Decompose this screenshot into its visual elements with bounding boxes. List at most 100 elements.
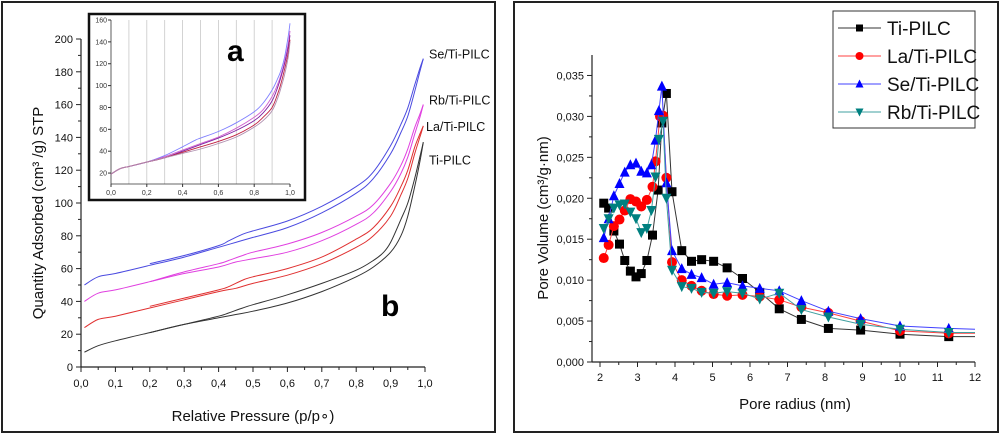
psd-point-ti-pilc: [823, 323, 833, 333]
psd-point-rb-ti-pilc: [943, 328, 954, 339]
x-axis-title: Pore radius (nm): [739, 396, 851, 413]
y-tick-label: 0,025: [556, 152, 584, 164]
legend-marker: [855, 52, 864, 60]
psd-point-se-ti-pilc: [796, 295, 807, 306]
inset-y-tick-label: 140: [95, 39, 107, 46]
y-tick-label: 0: [67, 362, 73, 374]
isotherm-adsorption-se-ti-pilc: [84, 58, 424, 286]
isotherm-desorption-rb-ti-pilc: [149, 104, 424, 283]
x-tick-label: 0,9: [383, 378, 398, 390]
y-tick-label: 0,000: [556, 357, 584, 369]
isotherm-desorption-la-ti-pilc: [149, 125, 424, 307]
legend: Ti-PILC La/Ti-PILC Se/Ti-PILC Rb/Ti-PILC: [832, 10, 980, 129]
psd-point-la-ti-pilc: [614, 214, 625, 225]
psd-point-ti-pilc: [620, 255, 630, 265]
pore-size-chart-panel: 2 3 4 5 6 7 8 9 10 11 12 0,000 0,005 0,010 0,015 0,020 0…: [513, 1, 999, 433]
psd-point-se-ti-pilc: [686, 268, 697, 279]
y-axis-title: Pore Volume (cm³/g·nm): [535, 136, 552, 299]
psd-point-se-ti-pilc: [598, 232, 609, 243]
x-tick-label: 9: [859, 372, 865, 384]
psd-point-se-ti-pilc: [737, 280, 748, 291]
panel-label-a: a: [227, 35, 244, 68]
psd-point-ti-pilc: [631, 272, 641, 282]
psd-point-se-ti-pilc: [722, 277, 733, 288]
y-tick-label: 0,010: [556, 275, 584, 287]
x-tick-label: 6: [747, 372, 753, 384]
psd-point-se-ti-pilc: [676, 263, 687, 274]
y-tick-label: 40: [61, 296, 73, 308]
psd-point-rb-ti-pilc: [603, 214, 614, 225]
isotherm-axes: 0,0 0,1 0,2 0,3 0,4 0,5 0,6 0,7 0,8 0,9 1,0 0 20 40 60…: [55, 34, 433, 390]
legend-marker: [855, 108, 864, 117]
psd-point-ti-pilc: [774, 304, 784, 314]
y-tick-label: 0,020: [556, 193, 584, 205]
panel-label-b: b: [381, 290, 399, 323]
psd-point-la-ti-pilc: [647, 181, 658, 192]
psd-point-se-ti-pilc: [653, 105, 664, 116]
psd-point-rb-ti-pilc: [625, 207, 636, 218]
psd-point-se-ti-pilc: [614, 178, 625, 189]
psd-point-rb-ti-pilc: [653, 134, 664, 145]
x-tick-label: 0,7: [314, 378, 329, 390]
psd-point-ti-pilc: [738, 273, 747, 283]
inset-x-tick-label: 1,0: [285, 190, 295, 197]
x-tick-label: 0,6: [280, 378, 295, 390]
psd-point-rb-ti-pilc: [895, 324, 905, 335]
psd-point-rb-ti-pilc: [636, 228, 647, 239]
x-tick-label: 3: [634, 372, 640, 384]
series-label-se-ti-pilc: Se/Ti-PILC: [429, 48, 490, 62]
legend-item-se-ti-pilc: Se/Ti-PILC: [838, 75, 979, 96]
psd-point-la-ti-pilc: [608, 221, 619, 232]
x-tick-label: 0,1: [108, 378, 123, 390]
y-tick-label: 0,030: [556, 111, 584, 123]
series-label-ti-pilc: Ti-PILC: [429, 153, 471, 167]
psd-point-rb-ti-pilc: [658, 116, 668, 127]
psd-point-rb-ti-pilc: [823, 312, 834, 323]
inset-x-tick-label: 0,0: [106, 190, 116, 197]
psd-point-ti-pilc: [615, 239, 624, 249]
x-tick-label: 10: [894, 372, 906, 384]
psd-point-se-ti-pilc: [656, 80, 667, 91]
psd-series-rb-ti-pilc: [598, 116, 975, 339]
legend-label: Rb/Ti-PILC: [887, 103, 980, 124]
psd-point-ti-pilc: [625, 266, 635, 276]
x-tick-label: 2: [597, 372, 603, 384]
inset-x-tick-label: 0,6: [214, 190, 224, 197]
inset-y-tick-label: 120: [95, 61, 107, 68]
inset-x-tick-label: 0,4: [178, 190, 188, 197]
inset-frame: [87, 12, 307, 202]
psd-point-ti-pilc: [604, 203, 614, 213]
psd-point-rb-ti-pilc: [737, 288, 748, 299]
psd-point-la-ti-pilc: [603, 239, 614, 250]
y-tick-label: 140: [55, 132, 73, 144]
isotherm-adsorption-rb-ti-pilc: [84, 104, 424, 302]
x-axis-title: Relative Pressure (p/p∘): [172, 408, 335, 425]
psd-point-rb-ti-pilc: [650, 172, 661, 183]
y-axis-title: Quantity Adsorbed (cm³ /g) STP: [30, 107, 47, 320]
psd-point-se-ti-pilc: [646, 159, 657, 170]
psd-point-rb-ti-pilc: [754, 294, 765, 305]
isotherm-adsorption-la-ti-pilc: [84, 125, 424, 329]
psd-point-la-ti-pilc: [636, 201, 647, 212]
inset-curve-4: [110, 41, 291, 175]
y-tick-label: 60: [61, 264, 73, 276]
psd-point-rb-ti-pilc: [774, 288, 785, 299]
inset-y-tick-label: 40: [99, 149, 107, 156]
x-tick-label: 8: [822, 372, 828, 384]
legend-marker: [855, 79, 864, 88]
psd-point-rb-ti-pilc: [722, 287, 733, 298]
psd-point-ti-pilc: [648, 230, 657, 240]
psd-point-rb-ti-pilc: [598, 224, 609, 235]
inset-chart: 0,0 0,2 0,4 0,6 0,8 1,0 20 40 60 80 100 120 140 160 a: [87, 12, 307, 202]
legend-item-ti-pilc: Ti-PILC: [838, 19, 951, 40]
psd-line-rb-ti-pilc: [603, 121, 975, 333]
inset-y-tick-label: 100: [95, 83, 107, 90]
y-tick-label: 200: [55, 34, 73, 46]
inset-y-tick-label: 60: [99, 127, 107, 134]
psd-point-rb-ti-pilc: [661, 193, 672, 204]
psd-point-se-ti-pilc: [636, 165, 647, 176]
inset-grid: [128, 20, 273, 184]
psd-point-ti-pilc: [796, 314, 806, 324]
psd-point-rb-ti-pilc: [646, 206, 657, 217]
psd-series: [598, 80, 976, 342]
